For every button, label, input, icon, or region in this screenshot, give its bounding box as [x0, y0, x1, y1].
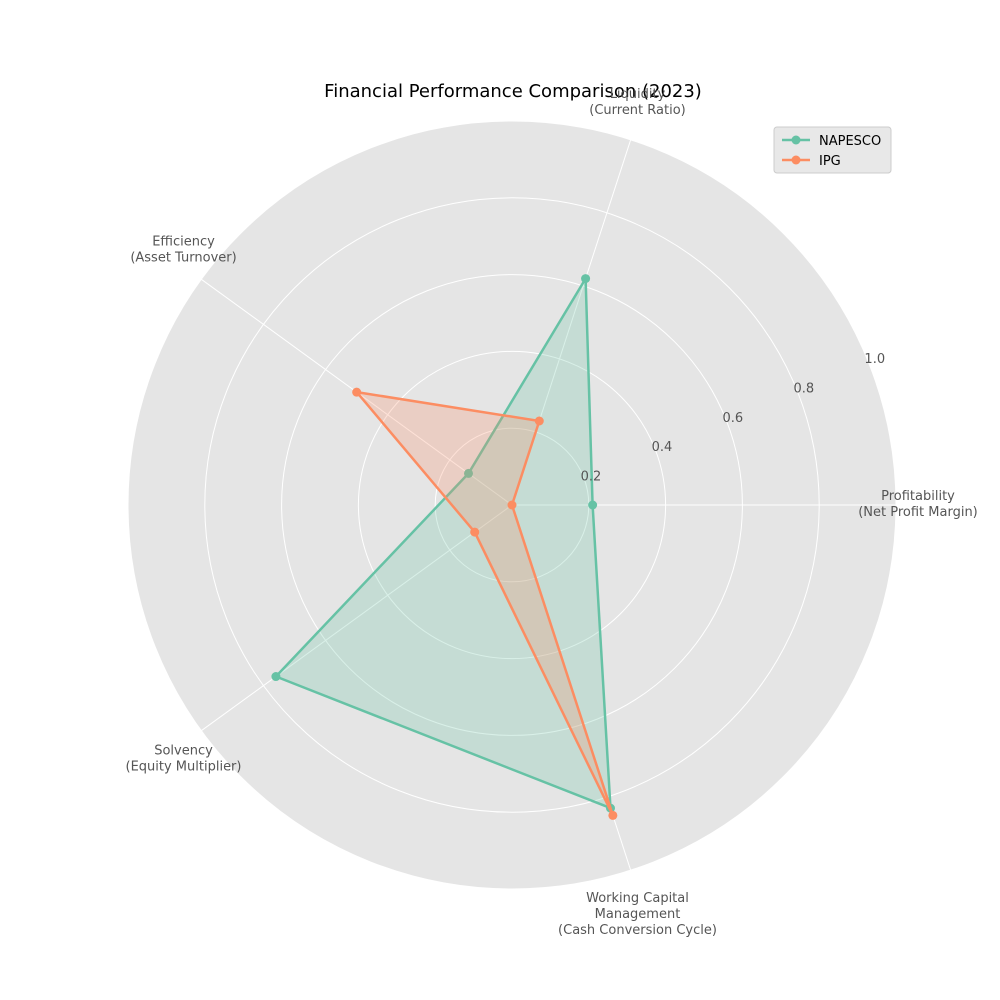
radial-tick-labels: 0.2 0.4 0.6 0.8 1.0 — [581, 352, 886, 485]
legend-box — [773, 126, 892, 174]
data-point-ipg — [470, 527, 480, 537]
axis-label-line: (Equity Multiplier) — [126, 760, 242, 775]
legend: NAPESCO IPG — [773, 126, 892, 174]
radial-tick-label: 0.8 — [793, 381, 814, 396]
radial-tick-label: 0.4 — [652, 440, 673, 455]
axis-label-line: Working Capital — [586, 891, 689, 906]
radial-tick-label: 0.6 — [723, 411, 744, 426]
radial-tick-label: 1.0 — [864, 352, 885, 367]
axis-label-line: Efficiency — [152, 234, 215, 249]
data-point-ipg — [507, 500, 517, 510]
grid-spoke — [201, 504, 513, 732]
data-point-napesco — [271, 672, 281, 682]
axis-label-line: (Asset Turnover) — [130, 250, 236, 265]
data-point-napesco — [581, 274, 591, 284]
legend-marker-ipg — [791, 155, 801, 165]
axis-label-line: Solvency — [154, 744, 213, 759]
data-point-ipg — [608, 810, 618, 820]
data-point-napesco — [464, 468, 474, 478]
chart-title: Financial Performance Comparison (2023) — [324, 81, 702, 102]
axis-label-line: (Cash Conversion Cycle) — [558, 923, 717, 938]
legend-marker-napesco — [791, 135, 801, 145]
axis-label-line: (Current Ratio) — [589, 103, 685, 118]
legend-label-ipg: IPG — [819, 154, 841, 169]
axis-label: Efficiency (Asset Turnover) — [130, 234, 236, 265]
axis-label-line: (Net Profit Margin) — [858, 505, 978, 520]
data-point-ipg — [352, 387, 362, 397]
radial-tick-label: 0.2 — [581, 470, 602, 485]
axis-label-line: Management — [595, 907, 681, 922]
series-fill-napesco — [275, 278, 611, 809]
axis-label-line: Liquidity — [610, 87, 666, 102]
legend-label-napesco: NAPESCO — [819, 134, 881, 149]
axis-label: Working Capital Management (Cash Conversio… — [558, 891, 717, 938]
axis-label: Liquidity (Current Ratio) — [589, 87, 685, 118]
series-line-ipg — [355, 390, 615, 817]
axis-labels: Profitability (Net Profit Margin) Liquidit… — [126, 87, 978, 938]
axis-label-line: Profitability — [881, 489, 955, 504]
series-fill-ipg — [356, 392, 613, 816]
data-point-napesco — [588, 500, 598, 510]
axis-label: Profitability (Net Profit Margin) — [858, 489, 978, 520]
axis-label: Solvency (Equity Multiplier) — [126, 744, 242, 775]
data-point-ipg — [534, 416, 544, 426]
series-line-napesco — [274, 277, 612, 810]
series-layer — [271, 274, 618, 820]
